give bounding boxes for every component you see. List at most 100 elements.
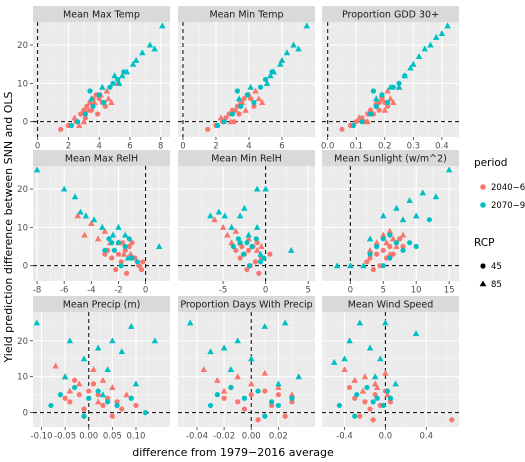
data-point-circle — [362, 399, 368, 405]
legend-key-rcp-85 — [479, 280, 487, 287]
data-point-circle — [367, 255, 373, 261]
data-point-triangle — [382, 369, 389, 376]
data-point-circle — [111, 247, 117, 253]
data-point-circle — [113, 266, 119, 273]
x-tick-label: -0.04 — [186, 432, 208, 442]
data-point-circle — [387, 255, 393, 261]
x-tick-label: 6 — [127, 142, 132, 152]
data-point-circle — [134, 259, 141, 265]
data-point-circle — [138, 266, 145, 273]
strip-title: Mean Precip (m) — [63, 300, 141, 311]
data-point-triangle — [108, 99, 115, 106]
data-point-triangle — [419, 189, 427, 196]
data-point-triangle — [101, 227, 109, 234]
data-point-triangle — [261, 322, 269, 329]
data-point-circle — [400, 243, 406, 250]
data-point-circle — [373, 103, 379, 109]
data-point-triangle — [258, 243, 265, 250]
data-point-circle — [221, 119, 227, 125]
data-point-triangle — [221, 212, 229, 219]
data-point-circle — [387, 395, 394, 401]
data-point-triangle — [410, 60, 417, 67]
data-point-triangle — [341, 355, 348, 362]
data-point-circle — [235, 399, 241, 405]
data-point-circle — [252, 259, 259, 265]
data-point-triangle — [52, 362, 59, 369]
data-point-circle — [87, 88, 93, 94]
data-point-triangle — [88, 95, 95, 102]
data-point-triangle — [248, 380, 255, 387]
data-point-triangle — [94, 235, 102, 242]
y-tick-label: 0 — [23, 262, 28, 272]
data-point-triangle — [270, 68, 277, 75]
data-point-circle — [230, 243, 236, 250]
x-tick-label: 8 — [158, 142, 163, 152]
data-point-triangle — [77, 208, 84, 215]
data-point-circle — [257, 84, 264, 90]
data-point-triangle — [122, 231, 129, 238]
data-point-triangle — [371, 373, 379, 380]
data-point-triangle — [115, 79, 123, 86]
data-point-circle — [241, 395, 248, 401]
data-point-triangle — [382, 319, 389, 326]
data-point-triangle — [245, 235, 252, 242]
data-point-triangle — [355, 114, 363, 121]
data-point-triangle — [366, 344, 374, 351]
data-point-triangle — [281, 319, 289, 326]
data-point-circle — [86, 388, 92, 394]
strip-bg — [178, 6, 315, 22]
panels-layer: Mean Max Temp 0 2 4 6 8 0 10 20 Mean Min Temp 0 2 4 6… — [17, 6, 459, 442]
strip-bg — [322, 150, 459, 166]
data-point-triangle — [239, 99, 246, 106]
data-point-triangle — [399, 231, 407, 238]
data-point-circle — [251, 103, 257, 109]
plot-bg — [322, 22, 459, 137]
panel-2: Mean Min Temp 0 2 4 6 — [178, 6, 315, 152]
data-point-triangle — [103, 87, 111, 94]
data-point-triangle — [267, 72, 274, 79]
y-tick-label: 10 — [17, 79, 28, 89]
strip-bg — [33, 296, 170, 312]
data-point-triangle — [33, 166, 41, 173]
data-point-circle — [129, 255, 135, 261]
data-point-circle — [396, 80, 402, 86]
data-point-circle — [71, 384, 78, 391]
data-point-circle — [118, 259, 124, 265]
data-point-circle — [207, 402, 214, 409]
data-point-circle — [240, 251, 247, 257]
data-point-triangle — [109, 231, 117, 238]
panel-7: Mean Precip (m) -0.10 -0.05 0.00 0.05 0.10 0 10… — [17, 296, 170, 442]
data-point-circle — [367, 251, 373, 257]
data-point-circle — [246, 263, 253, 269]
data-point-triangle — [151, 337, 159, 344]
data-point-circle — [90, 103, 96, 109]
data-point-circle — [248, 392, 254, 398]
data-point-circle — [81, 413, 87, 419]
data-point-triangle — [295, 373, 302, 380]
data-point-circle — [255, 388, 261, 394]
x-tick-label: 0.02 — [269, 432, 288, 442]
data-point-triangle — [392, 380, 399, 387]
data-point-circle — [367, 406, 373, 412]
data-point-triangle — [211, 216, 218, 223]
data-point-triangle — [283, 49, 291, 56]
data-point-triangle — [255, 95, 263, 102]
data-point-circle — [105, 399, 111, 405]
data-point-triangle — [377, 355, 384, 362]
data-point-triangle — [123, 391, 130, 398]
data-point-triangle — [241, 204, 248, 211]
data-point-triangle — [94, 344, 102, 351]
data-point-triangle — [99, 83, 106, 90]
plot-bg — [322, 312, 459, 427]
data-point-triangle — [214, 376, 221, 383]
strip-title: Mean Min Temp — [209, 10, 283, 21]
data-point-circle — [393, 240, 400, 246]
data-point-triangle — [257, 250, 264, 257]
data-point-triangle — [412, 330, 420, 337]
legend-key-2070-99 — [480, 202, 486, 208]
x-tick-label: 0.2 — [378, 142, 392, 152]
data-point-circle — [400, 247, 406, 253]
data-point-circle — [407, 240, 413, 246]
data-point-triangle — [384, 391, 391, 398]
data-point-triangle — [234, 337, 241, 344]
